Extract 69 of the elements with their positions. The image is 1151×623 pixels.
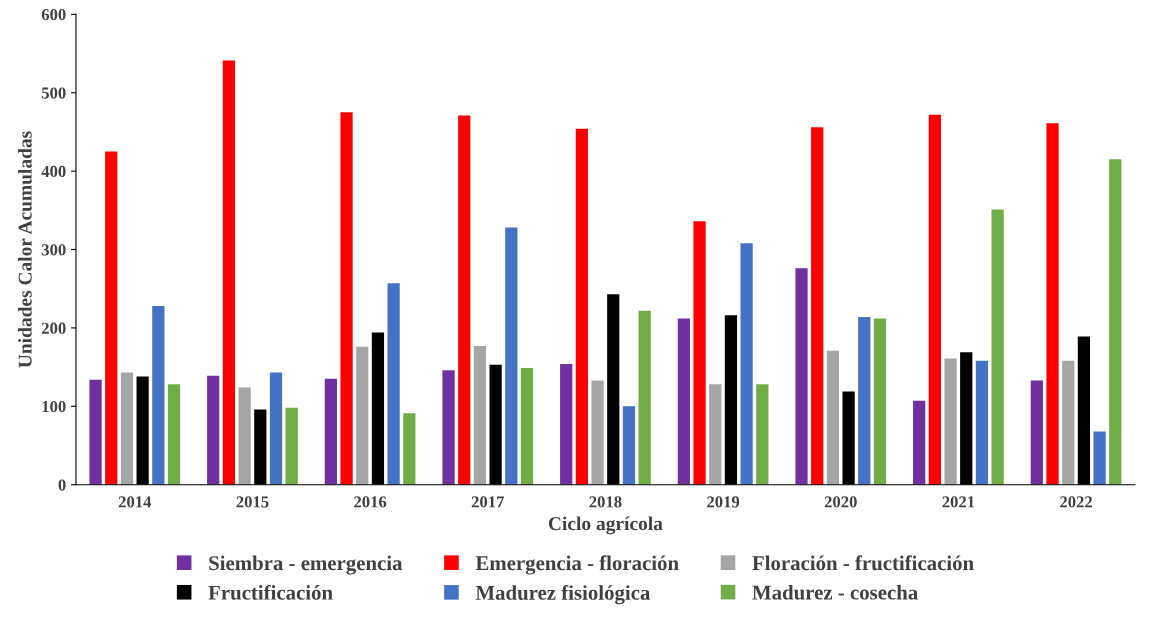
bar — [795, 268, 808, 485]
bar — [1093, 431, 1106, 485]
bar — [340, 112, 353, 485]
x-tick-label: 2020 — [824, 496, 857, 508]
bar — [826, 350, 840, 485]
y-tick-label: 600 — [41, 9, 66, 21]
x-tick-label: 2015 — [236, 496, 269, 508]
bar — [167, 384, 181, 485]
bar — [207, 375, 220, 485]
bar — [473, 345, 487, 485]
x-axis-title: Ciclo agrícola — [548, 516, 663, 535]
bar — [458, 115, 471, 485]
bar — [505, 227, 518, 485]
bar — [740, 243, 753, 485]
bar — [991, 209, 1004, 485]
legend-label: Madurez - cosecha — [752, 584, 918, 600]
bar — [120, 372, 134, 485]
bar — [756, 384, 769, 485]
bar — [622, 406, 636, 485]
y-tick-label: 200 — [41, 322, 66, 334]
y-axis-title: Unidades Calor Acumuladas — [18, 131, 32, 368]
bar — [677, 318, 690, 485]
x-tick-label: 2019 — [707, 496, 740, 508]
legend-label: Fructificación — [208, 584, 333, 600]
y-tick-label: 0 — [58, 479, 66, 491]
bar — [811, 127, 824, 485]
bar — [1109, 159, 1122, 485]
bar — [1030, 380, 1043, 485]
y-tick-label: 500 — [41, 87, 66, 99]
legend-label: Floración - fructificación — [752, 555, 974, 571]
bar — [89, 379, 102, 485]
bar — [693, 221, 706, 485]
x-tick-label: 2021 — [942, 496, 975, 508]
bar — [285, 407, 298, 485]
bar — [858, 316, 871, 485]
bar — [222, 60, 236, 485]
y-tick-label: 400 — [41, 165, 66, 178]
bar — [152, 305, 165, 485]
bar — [356, 346, 369, 485]
legend-label: Siembra - emergencia — [209, 555, 403, 575]
x-tick-label: 2018 — [589, 496, 622, 508]
bar — [442, 370, 455, 485]
bar — [520, 367, 534, 485]
y-tick-label: 300 — [41, 244, 66, 256]
bar — [324, 378, 338, 485]
bar — [1046, 123, 1059, 485]
bar — [928, 114, 941, 485]
bar — [1062, 360, 1075, 485]
bar — [387, 283, 400, 485]
bar — [591, 380, 604, 485]
bar — [105, 151, 118, 485]
bar — [975, 360, 989, 485]
x-tick-label: 2014 — [118, 496, 152, 508]
y-tick-label: 100 — [42, 401, 66, 413]
bar — [873, 318, 887, 485]
bar — [269, 372, 283, 485]
x-tick-label: 2016 — [354, 496, 387, 508]
bar — [560, 363, 573, 485]
legend-label: Madurez fisiológica — [475, 584, 651, 605]
bar — [575, 128, 589, 485]
legend-label: Emergencia - floración — [475, 555, 679, 575]
x-tick-label: 2022 — [1060, 496, 1093, 508]
bar — [638, 310, 651, 485]
bar — [913, 400, 926, 485]
bar — [944, 358, 957, 485]
x-tick-label: 2017 — [471, 496, 505, 508]
bar — [709, 384, 722, 485]
bar — [238, 387, 251, 485]
bar — [403, 413, 416, 485]
